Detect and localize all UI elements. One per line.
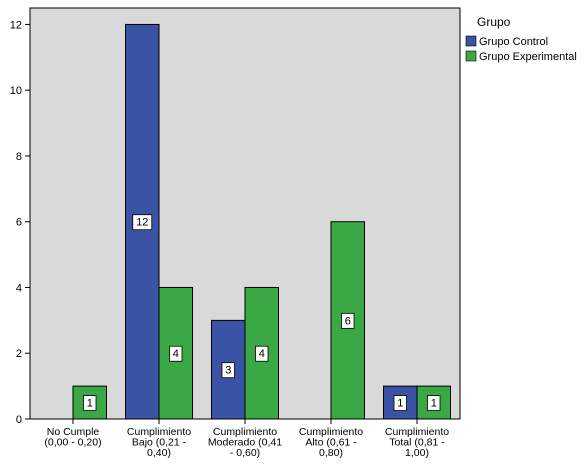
legend: Grupo Grupo Control Grupo Experimental: [465, 15, 577, 63]
x-axis: No Cumple (0,00 - 0,20) Cumplimiento Bajo (…: [44, 419, 449, 459]
data-label-box: [255, 345, 269, 362]
y-axis: 0 2 4 6 8 10 12: [10, 19, 30, 426]
x-category-label: Cumplimiento Alto (0,61 -0,80): [299, 426, 363, 459]
y-tick-label: 2: [16, 348, 22, 360]
data-label-box: [132, 214, 153, 231]
data-label: 6: [345, 315, 351, 327]
x-category-label: Cumplimiento Moderado (0,41- 0,60): [208, 426, 282, 459]
data-label-box: [221, 362, 235, 379]
legend-title: Grupo: [477, 15, 511, 29]
legend-label-experimental: Grupo Experimental: [479, 51, 577, 63]
y-tick-label: 12: [10, 19, 22, 31]
data-label: 1: [87, 398, 93, 410]
y-tick-label: 0: [16, 414, 22, 426]
y-tick-label: 4: [16, 282, 22, 294]
data-label-box: [169, 345, 183, 362]
legend-swatch-control: [465, 35, 477, 47]
y-tick-label: 10: [10, 85, 22, 97]
data-label: 4: [173, 348, 179, 360]
data-label: 1: [431, 398, 437, 410]
data-label-box: [83, 395, 97, 411]
y-tick-label: 6: [16, 217, 22, 229]
data-label-box: [427, 395, 441, 411]
data-label: 3: [225, 365, 231, 377]
bars-group: 1 12 4 3 4 6 1 1: [72, 23, 451, 420]
data-label-box: [341, 312, 355, 329]
data-label: 12: [136, 217, 148, 229]
x-category-label: Cumplimiento Total (0,81 -1,00): [385, 426, 449, 459]
data-label: 4: [259, 348, 265, 360]
x-category-label: No Cumple (0,00 - 0,20): [44, 426, 101, 449]
x-category-label: Cumplimiento Bajo (0,21 -0,40): [127, 426, 191, 459]
legend-label-control: Grupo Control: [479, 36, 548, 48]
y-tick-label: 8: [16, 151, 22, 163]
data-label-box: [393, 395, 407, 411]
data-label: 1: [397, 398, 403, 410]
legend-swatch-experimental: [465, 50, 477, 62]
